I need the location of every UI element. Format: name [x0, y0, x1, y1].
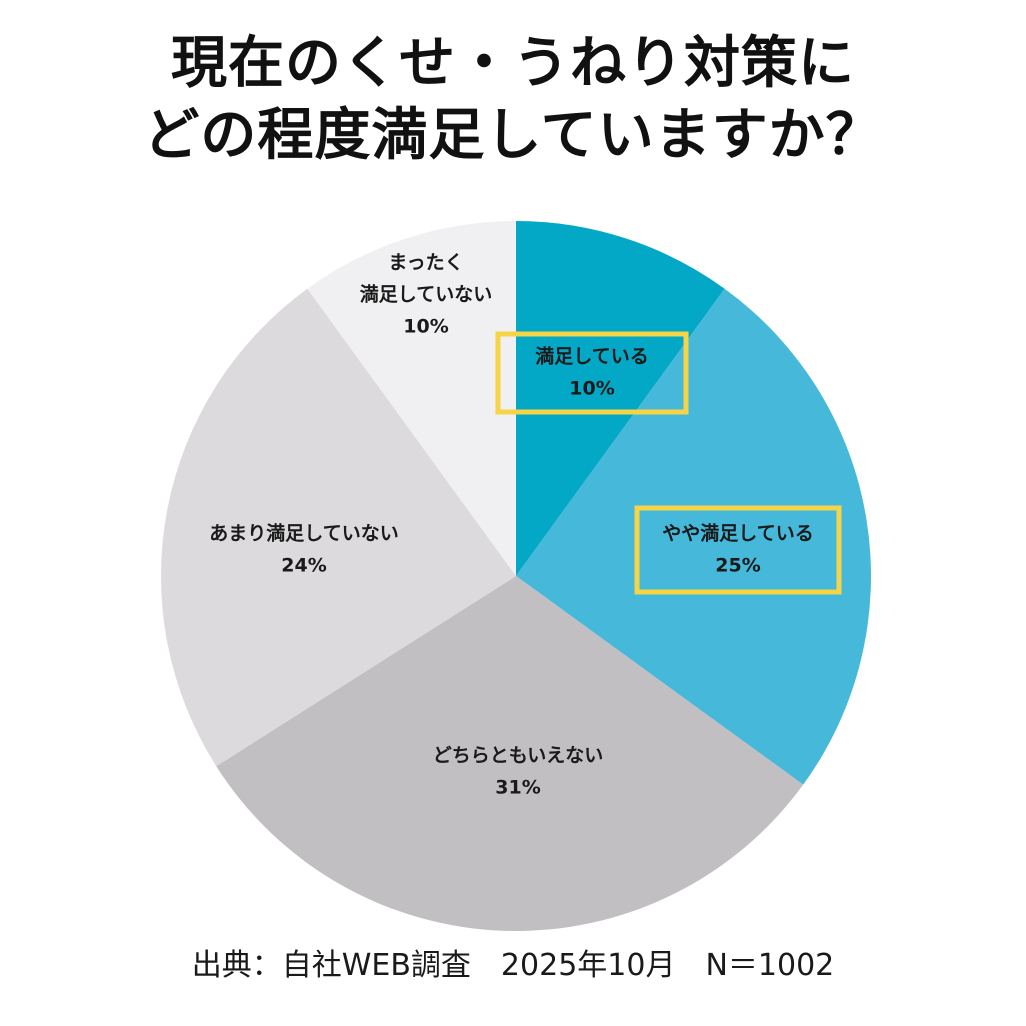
slice-value-4: 24%: [281, 555, 326, 577]
pie-labels: 満足している 10% やや満足している 25% どちらともいえない 31% あまり満足してい…: [209, 252, 842, 799]
slice-label-2-line-1: やや満足している: [662, 523, 813, 545]
chart-title-line-1: 現在のくせ・うねり対策に: [171, 31, 855, 96]
source-note: 出典：自社WEB調査 2025年10月 N＝1002: [191, 948, 835, 983]
highlight-box-2: [634, 505, 842, 595]
slice-label-1-line-1: 満足している: [535, 346, 648, 368]
slice-label-5-line-1: まったく: [388, 252, 463, 274]
pie-slice-2: [516, 288, 871, 785]
pie-slice-1: [516, 221, 725, 576]
pie-slices: [160, 221, 871, 932]
slice-value-3: 31%: [495, 777, 540, 799]
slice-label-3-line-1: どちらともいえない: [433, 745, 604, 767]
slice-value-1: 10%: [569, 378, 614, 400]
pie-slice-4: [160, 288, 516, 767]
pie-slice-5: [307, 221, 516, 576]
slice-value-5: 10%: [403, 316, 448, 338]
slice-label-4-line-1: あまり満足していない: [209, 523, 398, 545]
pie-slice-3: [216, 576, 804, 932]
highlight-box-1: [495, 331, 689, 415]
chart-title-line-2: どの程度満足していますか？: [143, 103, 883, 168]
chart-title: 現在のくせ・うねり対策に どの程度満足していますか？: [0, 28, 1026, 172]
slice-label-5-line-2: 満足していない: [360, 284, 492, 306]
slice-value-2: 25%: [715, 555, 760, 577]
